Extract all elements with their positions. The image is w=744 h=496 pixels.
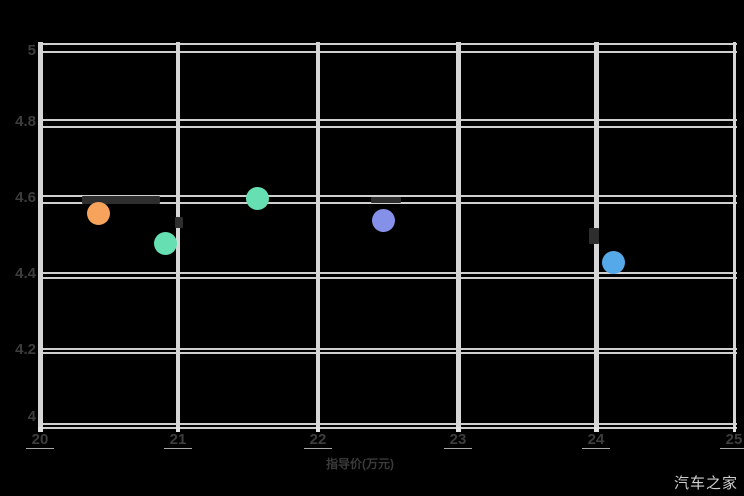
x-axis-tick-label: 20	[26, 432, 54, 449]
scatter-point-orange-point[interactable]	[87, 202, 110, 225]
x-axis-title: 指导价(万元)	[326, 457, 394, 471]
scatter-point-teal-point-2[interactable]	[246, 187, 269, 210]
x-gridline	[316, 42, 320, 429]
y-axis-tick-label: 5	[27, 42, 36, 59]
point-label-illegible	[82, 196, 160, 204]
y-gridline	[38, 348, 737, 350]
x-gridline	[38, 42, 43, 429]
x-axis-tick-label: 21	[164, 432, 192, 449]
y-gridline	[38, 352, 737, 354]
x-axis-tick-label: 22	[304, 432, 332, 449]
y-gridline	[38, 423, 737, 425]
y-axis-tick-label: 4.8	[15, 113, 36, 130]
y-axis-tick-label: 4.6	[15, 189, 36, 206]
scatter-point-teal-point-1[interactable]	[154, 232, 177, 255]
x-gridline	[456, 42, 461, 429]
x-axis-tick-label: 24	[582, 432, 610, 449]
y-gridline	[38, 202, 737, 204]
scatter-point-blue-point[interactable]	[602, 251, 625, 274]
y-axis-tick-label: 4	[27, 408, 36, 425]
x-axis-tick-label: 23	[444, 432, 472, 449]
y-gridline	[38, 119, 737, 121]
x-axis-tick-label: 25	[720, 432, 744, 449]
x-axis-tick	[733, 427, 736, 432]
scatter-point-purple-point[interactable]	[372, 209, 395, 232]
y-axis-tick-label: 4.4	[15, 265, 36, 282]
x-axis-tick	[456, 427, 461, 432]
x-axis-tick	[176, 427, 180, 432]
y-gridline	[38, 195, 737, 197]
y-gridline	[38, 51, 737, 53]
watermark-autohome: 汽车之家	[673, 475, 738, 492]
point-label-illegible	[175, 217, 183, 228]
y-gridline	[38, 277, 737, 279]
point-label-illegible	[589, 228, 599, 244]
y-gridline	[38, 126, 737, 128]
x-axis-tick	[594, 427, 599, 432]
y-gridline	[38, 427, 737, 429]
y-gridline	[38, 272, 737, 274]
y-gridline	[38, 43, 737, 45]
x-gridline	[176, 42, 180, 429]
x-axis-tick	[316, 427, 320, 432]
y-axis-tick-label: 4.2	[15, 341, 36, 358]
point-label-illegible	[371, 197, 401, 203]
x-gridline	[733, 42, 736, 429]
x-axis-tick	[38, 427, 43, 432]
